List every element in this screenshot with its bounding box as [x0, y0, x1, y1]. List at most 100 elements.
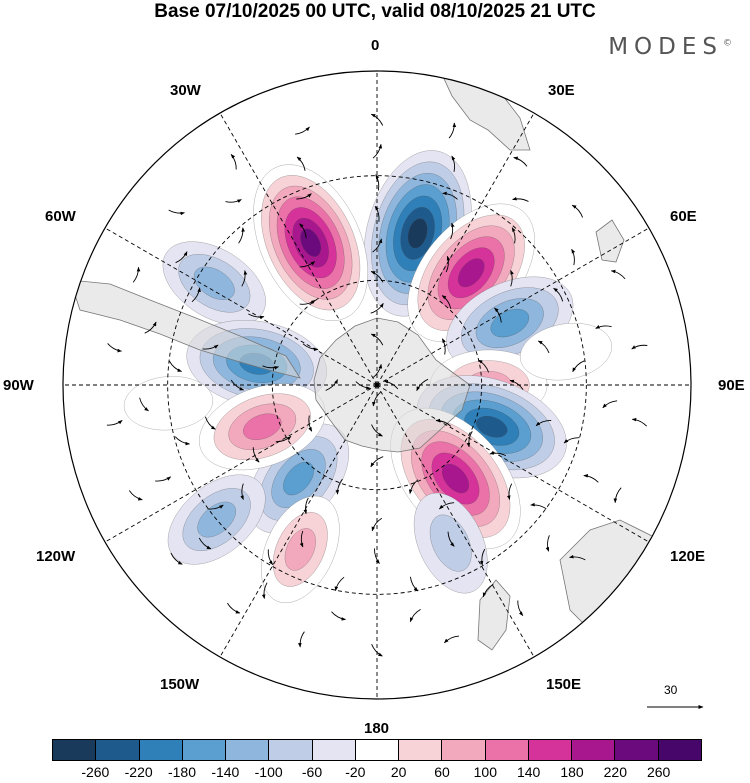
colorbar-tick-label: 260 [646, 764, 671, 780]
wind-arrow [371, 517, 383, 532]
wind-arrow [240, 483, 244, 501]
colorbar-segment [226, 740, 270, 760]
wind-arrow [370, 302, 384, 314]
meridian-line [376, 227, 650, 386]
colorbar-segment [442, 740, 486, 760]
wind-arrow [262, 365, 279, 370]
wind-arrow [227, 602, 241, 614]
wind-arrow [299, 223, 307, 239]
longitude-label-60e: 60E [670, 208, 697, 225]
wind-arrow [435, 418, 452, 427]
wind-arrow [370, 270, 384, 283]
wind-arrow [631, 344, 648, 350]
map-boundary [62, 70, 692, 700]
colorbar-segment [399, 740, 443, 760]
wind-arrow [374, 205, 380, 222]
colorbar-segment [615, 740, 659, 760]
wind-arrow [510, 269, 514, 287]
anomaly-contour [283, 461, 314, 496]
colorbar-tick-label: 140 [516, 764, 541, 780]
longitude-label-120e: 120E [670, 548, 706, 565]
wind-arrow [169, 360, 183, 372]
wind-arrow [230, 379, 245, 391]
wind-arrow [252, 447, 260, 463]
wind-arrow [530, 502, 547, 510]
wind-arrow [372, 143, 383, 159]
wind-arrow [482, 583, 494, 598]
colorbar-tick-label: -100 [254, 764, 283, 780]
wind-arrow [198, 537, 212, 550]
map-title: Base 07/10/2025 00 UTC, valid 08/10/2025… [154, 1, 596, 22]
wind-arrow [168, 209, 185, 216]
graticule [63, 71, 691, 699]
south-pole-marker [374, 382, 380, 388]
wind-arrow [517, 600, 524, 616]
longitude-label-90e: 90E [718, 377, 745, 394]
meridian-line [376, 384, 535, 658]
colorbar-tick-label: -60 [301, 764, 323, 780]
wind-arrow [535, 419, 552, 427]
wind-arrow [325, 379, 339, 391]
wind-arrow [479, 548, 486, 566]
colorbar-segment [139, 740, 183, 760]
wind-arrow [225, 199, 242, 203]
colorbar-tick-label: 100 [473, 764, 498, 780]
wind-streamlines [106, 113, 648, 657]
colorbar-tick-label: -140 [211, 764, 240, 780]
colorbar-segment [658, 740, 701, 760]
wind-arrow [275, 436, 292, 443]
wind-arrow [595, 325, 612, 329]
wind-arrow [238, 227, 245, 244]
wind-arrow [512, 196, 529, 202]
wind-arrow [610, 269, 626, 280]
wind-arrow [128, 490, 143, 501]
wind-arrow [370, 113, 384, 126]
colorbar-segment [572, 740, 616, 760]
wind-arrow [144, 321, 157, 334]
latitude-circle [167, 175, 587, 595]
wind-arrow [299, 261, 316, 268]
wind-arrow [439, 502, 455, 510]
wind-arrow [335, 478, 343, 495]
wind-arrow [331, 611, 346, 621]
longitude-label-90w: 90W [3, 377, 34, 394]
wind-arrow [302, 343, 319, 352]
wind-arrow [303, 497, 309, 515]
anomaly-contour [476, 415, 508, 438]
wind-arrow [372, 238, 383, 253]
wind-arrow [409, 576, 419, 592]
south-america-coastline [69, 279, 301, 379]
anomaly-center-3 [162, 241, 266, 326]
wind-arrow [613, 487, 622, 504]
wind-arrow [478, 359, 490, 373]
longitude-label-120w: 120W [36, 548, 76, 565]
wind-arrow [445, 255, 451, 273]
wind-arrow [448, 122, 457, 139]
wind-arrow [513, 156, 528, 167]
wind-arrow [296, 193, 312, 200]
longitude-label-30w: 30W [170, 82, 201, 99]
wind-arrow [442, 191, 458, 200]
wind-arrow [451, 155, 456, 172]
wind-arrow [489, 451, 507, 457]
wind-arrow [569, 554, 586, 561]
anomaly-contour [407, 218, 428, 249]
wind-arrow [506, 483, 513, 500]
meridian-line [104, 227, 378, 386]
colorbar-segment [485, 740, 529, 760]
wind-arrow [207, 504, 224, 510]
wind-arrow [571, 204, 584, 218]
brand-logo: MODES© [608, 34, 732, 60]
colorbar-tick-label: -180 [167, 764, 197, 780]
wind-arrow [409, 609, 421, 623]
wind-arrow [494, 307, 502, 323]
wind-arrow [537, 340, 550, 354]
meridian-line [219, 384, 378, 658]
anomaly-contour [284, 528, 316, 571]
anomaly-contour [193, 266, 235, 300]
longitude-label-150e: 150E [546, 676, 582, 693]
anomaly-center-12 [261, 495, 340, 604]
longitude-label-180: 180 [364, 720, 390, 737]
wind-arrow [545, 535, 550, 552]
wind-arrow [466, 430, 473, 448]
